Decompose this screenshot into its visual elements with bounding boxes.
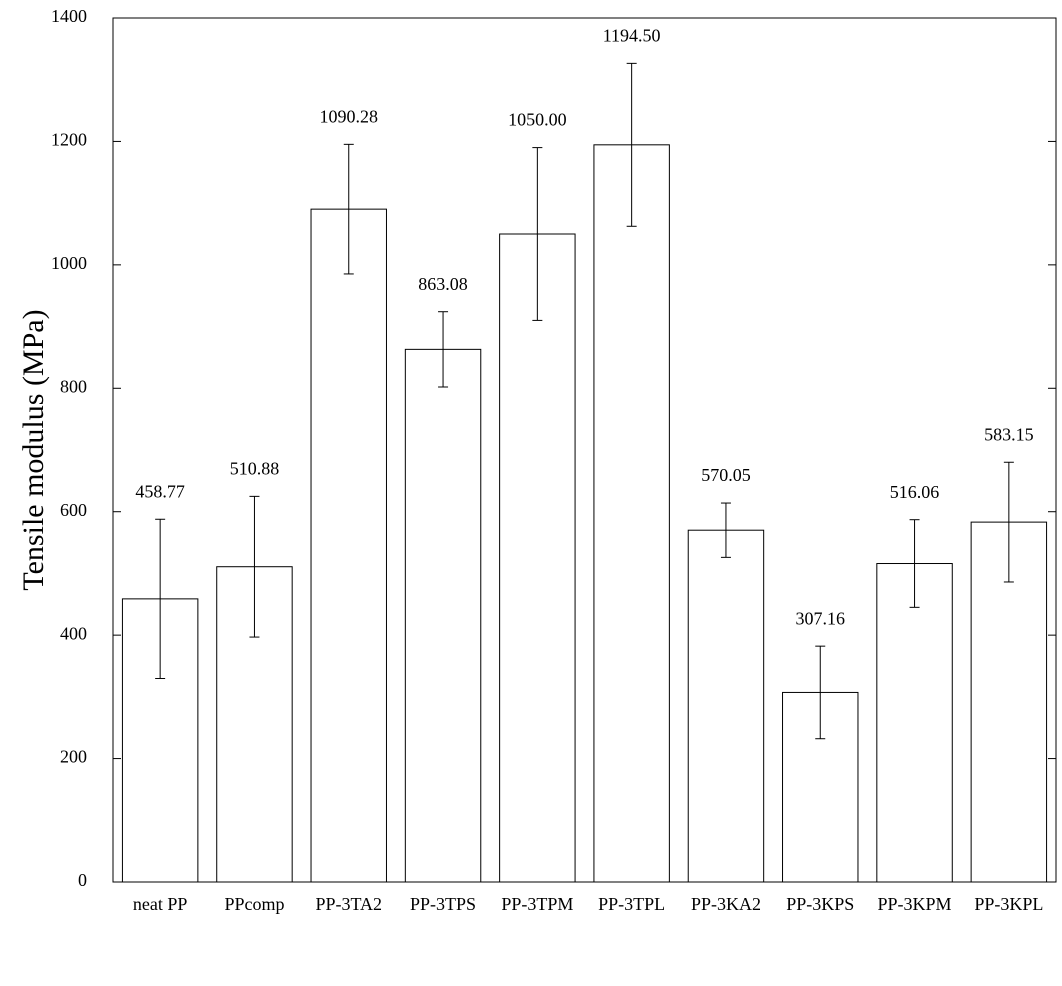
value-label: 1090.28 — [320, 106, 379, 126]
value-label: 516.06 — [890, 482, 940, 502]
x-tick-label: PPcomp — [224, 894, 284, 914]
y-tick-label: 200 — [60, 747, 87, 767]
value-label: 863.08 — [418, 274, 468, 294]
x-tick-label: PP-3KA2 — [691, 894, 761, 914]
x-tick-label: PP-3KPL — [974, 894, 1043, 914]
y-tick-label: 1400 — [51, 6, 87, 26]
bar — [216, 566, 293, 883]
y-tick-label: 600 — [60, 500, 87, 520]
bar — [876, 563, 953, 883]
value-label: 570.05 — [701, 465, 751, 485]
x-tick-label: PP-3KPS — [786, 894, 854, 914]
bar — [404, 348, 482, 883]
value-label: 510.88 — [230, 458, 280, 478]
y-tick-label: 1000 — [51, 253, 87, 273]
y-axis-label: Tensile modulus (MPa) — [17, 309, 50, 590]
value-label: 1194.50 — [603, 25, 661, 45]
value-label: 1050.00 — [508, 110, 567, 130]
x-tick-label: neat PP — [133, 894, 188, 914]
plot-frame — [112, 17, 1057, 883]
x-tick-label: PP-3KPM — [878, 894, 952, 914]
bar — [687, 529, 765, 883]
value-label: 458.77 — [135, 481, 185, 501]
bar — [593, 144, 670, 883]
x-tick-label: PP-3TPL — [598, 894, 665, 914]
value-label: 583.15 — [984, 424, 1034, 444]
y-tick-label: 1200 — [51, 130, 87, 150]
x-tick-label: PP-3TA2 — [315, 894, 382, 914]
bar — [310, 208, 387, 883]
y-tick-label: 0 — [78, 870, 87, 890]
value-label: 307.16 — [796, 608, 846, 628]
y-tick-label: 400 — [60, 623, 87, 643]
y-tick-label: 800 — [60, 376, 87, 396]
x-tick-label: PP-3TPS — [410, 894, 476, 914]
x-tick-label: PP-3TPM — [501, 894, 573, 914]
bar — [499, 233, 576, 883]
